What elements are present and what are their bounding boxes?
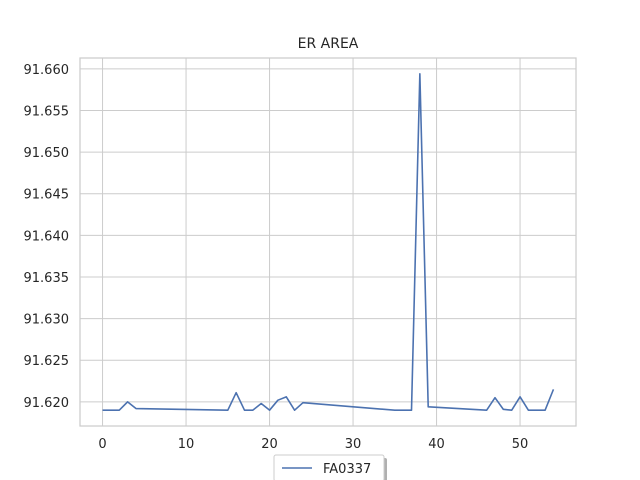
y-axis-ticks: 91.620 91.625 91.630 91.635 91.640 91.645 91.6… (24, 63, 70, 411)
y-tick-label: 91.645 (24, 188, 70, 203)
y-tick-label: 91.620 (24, 396, 70, 411)
x-tick-label: 10 (178, 437, 195, 452)
x-tick-label: 50 (512, 437, 529, 452)
x-tick-label: 0 (98, 437, 106, 452)
x-tick-label: 40 (428, 437, 445, 452)
y-tick-label: 91.640 (24, 229, 70, 244)
y-tick-label: 91.650 (24, 146, 70, 161)
x-tick-label: 20 (261, 437, 278, 452)
y-tick-label: 91.655 (24, 104, 70, 119)
y-tick-label: 91.660 (24, 63, 70, 78)
series-line-fa0337 (102, 73, 555, 411)
y-tick-label: 91.625 (24, 354, 70, 369)
series-lines (102, 73, 555, 411)
legend: FA0337 (273, 454, 387, 480)
grid-lines (80, 58, 576, 426)
legend-box (273, 454, 385, 480)
chart-title: ER AREA (298, 36, 359, 52)
x-axis-ticks: 0 10 20 30 40 50 (98, 437, 528, 452)
y-tick-label: 91.635 (24, 271, 70, 286)
y-tick-label: 91.630 (24, 313, 70, 328)
plot-frame (79, 57, 577, 427)
x-tick-label: 30 (345, 437, 362, 452)
legend-label: FA0337 (323, 462, 371, 477)
